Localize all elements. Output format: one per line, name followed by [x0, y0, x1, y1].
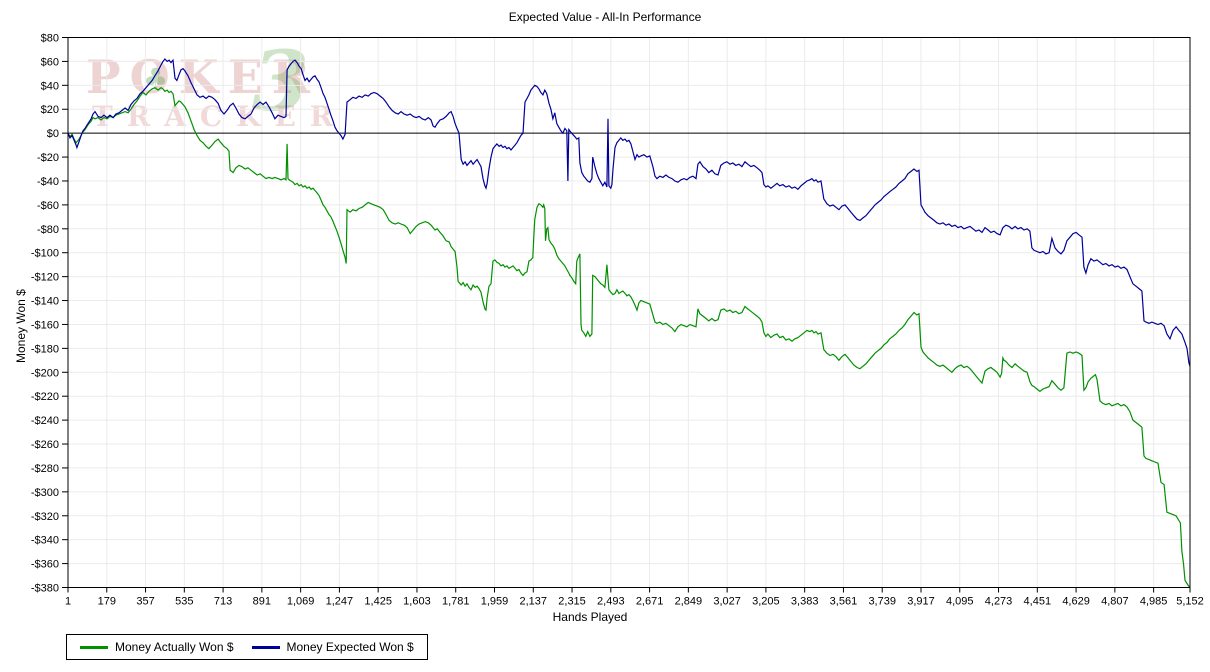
x-tick-label: 2,137	[520, 596, 548, 608]
y-tick-label: -$340	[31, 535, 59, 547]
y-axis-title: Money Won $	[14, 289, 28, 363]
y-tick-label: -$380	[31, 583, 59, 595]
y-tick-label: $0	[47, 128, 59, 140]
x-tick-label: 4,273	[985, 596, 1013, 608]
y-tick-label: -$120	[31, 272, 59, 284]
y-tick-label: -$300	[31, 487, 59, 499]
legend-item-expected-won: Money Expected Won $	[251, 640, 414, 654]
y-tick-label: -$280	[31, 463, 59, 475]
legend-label-actually-won: Money Actually Won $	[115, 640, 234, 654]
legend-box: Money Actually Won $ Money Expected Won …	[66, 634, 428, 660]
y-tick-label: -$260	[31, 439, 59, 451]
y-tick-label: -$360	[31, 559, 59, 571]
x-tick-label: 3,383	[791, 596, 819, 608]
x-tick-label: 1,959	[481, 596, 509, 608]
x-tick-label: 3,739	[868, 596, 896, 608]
x-tick-label: 713	[214, 596, 232, 608]
x-tick-label: 1,425	[364, 596, 392, 608]
x-axis-title: Hands Played	[552, 610, 628, 624]
y-tick-label: -$60	[37, 200, 59, 212]
x-tick-label: 1,603	[403, 596, 431, 608]
x-tick-label: 1	[65, 596, 71, 608]
legend-label-expected-won: Money Expected Won $	[286, 640, 414, 654]
y-tick-label: $80	[41, 33, 59, 45]
y-tick-label: -$80	[37, 224, 59, 236]
y-tick-label: -$320	[31, 511, 59, 523]
x-tick-label: 2,315	[558, 596, 586, 608]
x-tick-label: 4,095	[946, 596, 974, 608]
x-tick-label: 5,152	[1176, 596, 1204, 608]
y-tick-label: $20	[41, 104, 59, 116]
x-tick-label: 179	[98, 596, 116, 608]
y-tick-label: -$140	[31, 296, 59, 308]
x-tick-label: 4,629	[1062, 596, 1090, 608]
x-tick-label: 891	[253, 596, 271, 608]
y-tick-label: -$20	[37, 152, 59, 164]
x-tick-label: 1,069	[287, 596, 315, 608]
legend-swatch-actually-won	[80, 645, 108, 649]
x-tick-label: 3,561	[830, 596, 858, 608]
x-tick-label: 2,671	[636, 596, 664, 608]
x-tick-label: 1,781	[442, 596, 470, 608]
y-tick-label: -$100	[31, 248, 59, 260]
x-tick-label: 4,985	[1140, 596, 1168, 608]
legend-swatch-expected-won	[251, 645, 280, 649]
y-tick-label: -$180	[31, 343, 59, 355]
chart-title: Expected Value - All-In Performance	[508, 10, 702, 24]
x-tick-label: 3,027	[713, 596, 741, 608]
x-tick-label: 4,451	[1024, 596, 1052, 608]
x-tick-label: 2,493	[597, 596, 625, 608]
y-tick-label: -$220	[31, 391, 59, 403]
x-tick-label: 535	[175, 596, 193, 608]
y-tick-label: $40	[41, 80, 59, 92]
series-line-money-expected-won	[67, 58, 1191, 367]
x-tick-label: 357	[136, 596, 154, 608]
y-tick-label: -$40	[37, 176, 59, 188]
legend-item-actually-won: Money Actually Won $	[80, 640, 234, 654]
y-tick-label: -$160	[31, 319, 59, 331]
y-tick-label: -$240	[31, 415, 59, 427]
x-tick-label: 2,849	[675, 596, 703, 608]
y-tick-label: -$200	[31, 367, 59, 379]
x-tick-label: 3,205	[752, 596, 780, 608]
y-tick-label: $60	[41, 56, 59, 68]
x-tick-label: 4,807	[1101, 596, 1129, 608]
plot-border	[67, 37, 1191, 588]
x-tick-label: 3,917	[907, 596, 935, 608]
x-tick-label: 1,247	[326, 596, 354, 608]
series-line-money-actually-won	[67, 86, 1191, 588]
